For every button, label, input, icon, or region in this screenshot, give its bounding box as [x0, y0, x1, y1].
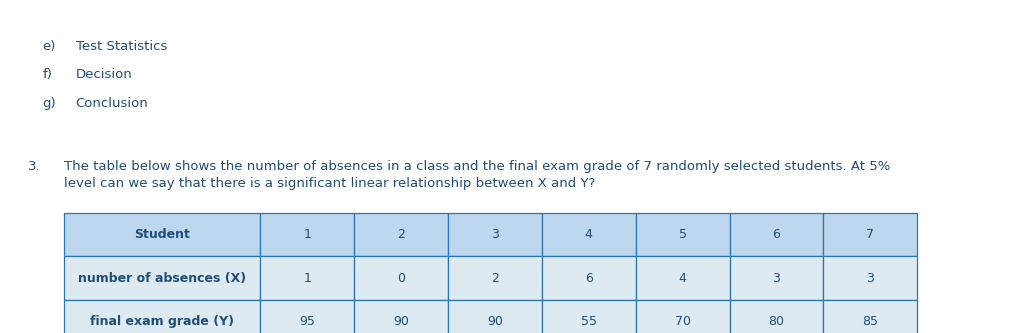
Bar — [823, 256, 917, 300]
Bar — [730, 213, 823, 256]
Text: 55: 55 — [581, 315, 596, 328]
Text: 0: 0 — [398, 271, 405, 285]
Bar — [636, 256, 730, 300]
Text: 90: 90 — [487, 315, 502, 328]
Text: Decision: Decision — [76, 68, 132, 81]
Bar — [730, 300, 823, 333]
Bar — [354, 256, 448, 300]
Bar — [730, 256, 823, 300]
Bar — [260, 213, 354, 256]
Text: 1: 1 — [304, 271, 311, 285]
Bar — [64, 213, 260, 256]
Text: 80: 80 — [769, 315, 784, 328]
Text: 5: 5 — [679, 228, 686, 241]
Bar — [64, 300, 260, 333]
Text: 3: 3 — [867, 271, 874, 285]
Text: final exam grade (Y): final exam grade (Y) — [90, 315, 234, 328]
Bar — [542, 300, 636, 333]
Bar — [448, 213, 542, 256]
Bar — [636, 300, 730, 333]
Text: Student: Student — [134, 228, 190, 241]
Text: f): f) — [42, 68, 52, 81]
Bar — [448, 300, 542, 333]
Text: g): g) — [42, 97, 57, 110]
Bar — [448, 256, 542, 300]
Text: 3: 3 — [491, 228, 498, 241]
Bar — [64, 256, 260, 300]
Bar — [823, 213, 917, 256]
Bar — [354, 300, 448, 333]
Text: 4: 4 — [679, 271, 686, 285]
Text: 90: 90 — [394, 315, 409, 328]
Bar — [542, 256, 636, 300]
Bar — [823, 300, 917, 333]
Text: 4: 4 — [585, 228, 592, 241]
Text: 7: 7 — [867, 228, 874, 241]
Text: e): e) — [42, 40, 55, 53]
Bar — [260, 256, 354, 300]
Text: 2: 2 — [398, 228, 405, 241]
Text: 3.: 3. — [28, 160, 41, 173]
Text: number of absences (X): number of absences (X) — [78, 271, 246, 285]
Text: 3: 3 — [773, 271, 780, 285]
Bar — [542, 213, 636, 256]
Text: 85: 85 — [863, 315, 878, 328]
Text: 6: 6 — [585, 271, 592, 285]
Text: 70: 70 — [675, 315, 690, 328]
Bar — [260, 300, 354, 333]
Text: 2: 2 — [491, 271, 498, 285]
Text: 6: 6 — [773, 228, 780, 241]
Bar — [636, 213, 730, 256]
Text: The table below shows the number of absences in a class and the final exam grade: The table below shows the number of abse… — [64, 160, 890, 190]
Text: Conclusion: Conclusion — [76, 97, 148, 110]
Bar — [354, 213, 448, 256]
Text: 95: 95 — [300, 315, 315, 328]
Text: 1: 1 — [304, 228, 311, 241]
Text: Test Statistics: Test Statistics — [76, 40, 167, 53]
